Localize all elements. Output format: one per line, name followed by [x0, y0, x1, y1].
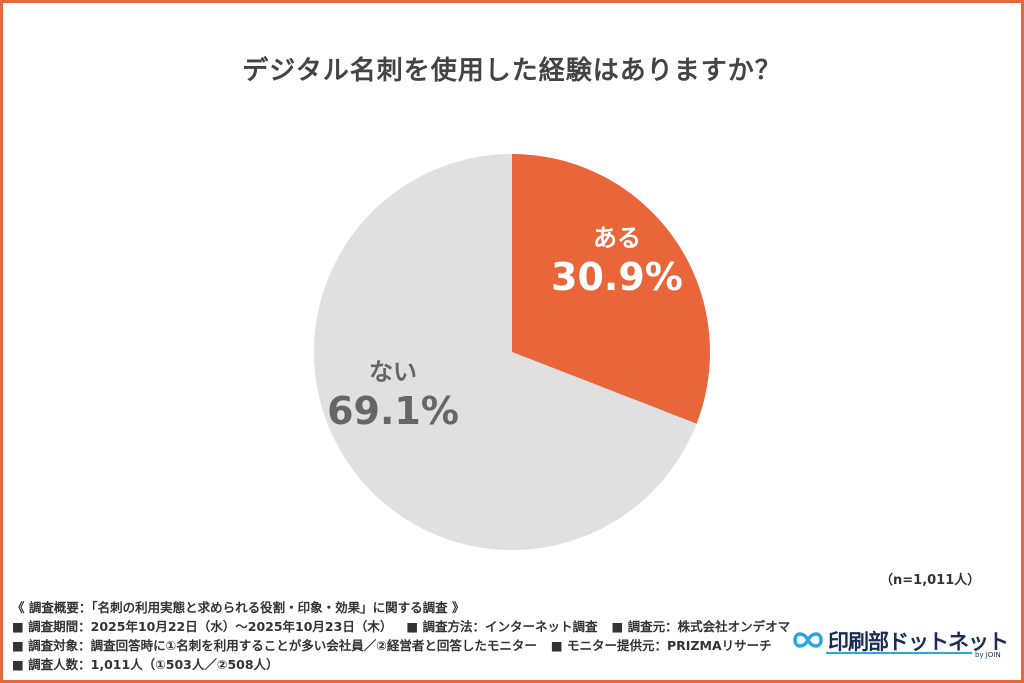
slice-value-0: 30.9% [551, 255, 683, 299]
logo-by: by JOIN [975, 651, 1001, 659]
slice-label-1: ない [369, 358, 417, 386]
survey-count: ■ 調査人数：1,011人（①503人／②508人） [12, 657, 279, 672]
brand-logo: 印刷部ドットネット by JOIN [790, 622, 1015, 662]
slice-label-0: ある [593, 224, 641, 252]
chart-title: デジタル名刺を使用した経験はありますか？ [242, 56, 782, 86]
survey-period: ■ 調査期間：2025年10月22日（水）〜2025年10月23日（木） [12, 619, 393, 634]
survey-row-target: ■ 調査対象：調査回答時に①名刺を利用することが多い会社員／②経営者と回答したモ… [12, 636, 790, 655]
logo-underline [826, 652, 972, 654]
survey-provider: ■ モニター提供元：PRIZMAリサーチ [550, 638, 772, 653]
infinity-loop-icon [793, 632, 823, 648]
slice-value-1: 69.1% [327, 389, 459, 433]
pie-slice-1 [314, 154, 697, 550]
survey-target: ■ 調査対象：調査回答時に①名刺を利用することが多い会社員／②経営者と回答したモ… [12, 638, 537, 653]
survey-method: ■ 調査方法：インターネット調査 [406, 619, 598, 634]
survey-row-period: ■ 調査期間：2025年10月22日（水）〜2025年10月23日（木） ■ 調査… [12, 617, 790, 636]
survey-source: ■ 調査元：株式会社オンデオマ [611, 619, 791, 634]
pie-slice-0 [512, 154, 711, 424]
survey-overview: 《 調査概要：「名刺の利用実態と求められる役割・印象・効果」に関する調査 》 [12, 600, 465, 615]
survey-summary: 《 調査概要：「名刺の利用実態と求められる役割・印象・効果」に関する調査 》 ■… [12, 598, 790, 674]
sample-size: （n=1,011人） [880, 573, 981, 588]
logo-text: 印刷部ドットネット [828, 630, 1009, 654]
